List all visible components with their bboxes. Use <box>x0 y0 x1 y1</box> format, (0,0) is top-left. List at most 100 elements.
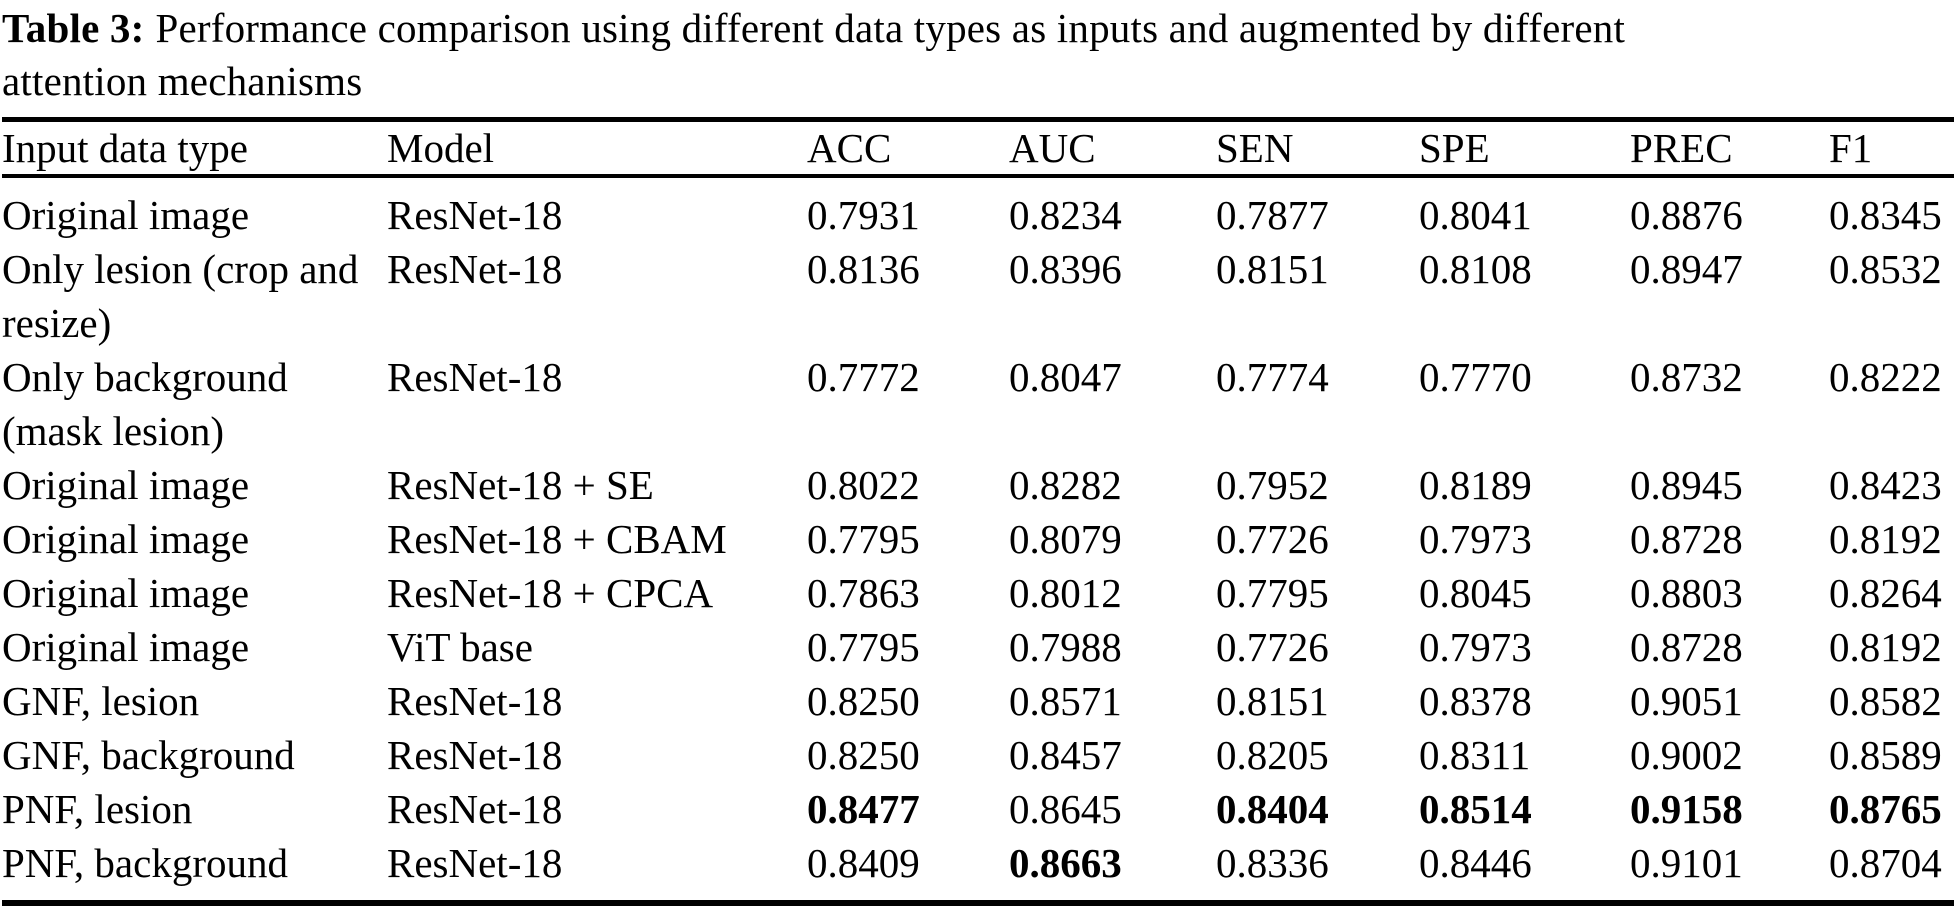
table-caption-text-line2: attention mechanisms <box>2 58 363 104</box>
cell-metric-acc: 0.7931 <box>807 192 920 238</box>
cell-model: ResNet-18 <box>387 678 563 724</box>
cell-metric-sen: 0.8404 <box>1216 786 1329 832</box>
cell-metric-f1: 0.8582 <box>1829 678 1942 724</box>
cell-metric-sen: 0.7795 <box>1216 570 1329 616</box>
cell-metric-auc: 0.8012 <box>1009 570 1122 616</box>
table-row: Only background (mask lesion) ResNet-18 0.… <box>2 350 1954 458</box>
cell-model: ResNet-18 + CBAM <box>387 516 727 562</box>
table-header-row: Input data type Model ACC AUC SEN SPE PREC F1 <box>2 119 1954 178</box>
column-header-auc: AUC <box>1009 119 1216 178</box>
table-row: Original image ViT base 0.7795 0.7988 0.7726… <box>2 620 1954 674</box>
cell-model: ResNet-18 <box>387 732 563 778</box>
cell-metric-prec: 0.8803 <box>1630 570 1743 616</box>
cell-metric-auc: 0.8457 <box>1009 732 1122 778</box>
cell-metric-prec: 0.8945 <box>1630 462 1743 508</box>
column-header-prec: PREC <box>1630 119 1829 178</box>
cell-metric-acc: 0.8250 <box>807 678 920 724</box>
cell-model: ViT base <box>387 624 533 670</box>
cell-metric-auc: 0.7988 <box>1009 624 1122 670</box>
cell-metric-f1: 0.8532 <box>1829 246 1942 292</box>
table-caption: Table 3: Performance comparison using dif… <box>2 2 1954 108</box>
cell-metric-spe: 0.8108 <box>1419 246 1532 292</box>
cell-metric-acc: 0.7795 <box>807 516 920 562</box>
cell-model: ResNet-18 + CPCA <box>387 570 714 616</box>
table-row: Original image ResNet-18 + CBAM 0.7795 0.80… <box>2 512 1954 566</box>
cell-model: ResNet-18 <box>387 246 563 292</box>
cell-metric-spe: 0.8514 <box>1419 786 1532 832</box>
cell-metric-acc: 0.8477 <box>807 786 920 832</box>
cell-metric-acc: 0.7772 <box>807 354 920 400</box>
table-row: GNF, background ResNet-18 0.8250 0.8457 0.82… <box>2 728 1954 782</box>
table-row: PNF, lesion ResNet-18 0.8477 0.8645 0.8404 0.… <box>2 782 1954 836</box>
cell-input-data-type: Original image <box>2 462 250 508</box>
cell-metric-spe: 0.8041 <box>1419 192 1532 238</box>
cell-model: ResNet-18 <box>387 786 563 832</box>
cell-metric-prec: 0.8876 <box>1630 192 1743 238</box>
cell-metric-prec: 0.8732 <box>1630 354 1743 400</box>
cell-metric-sen: 0.7726 <box>1216 516 1329 562</box>
table-row: PNF, background ResNet-18 0.8409 0.8663 0.83… <box>2 836 1954 903</box>
cell-metric-spe: 0.7973 <box>1419 516 1532 562</box>
cell-metric-f1: 0.8589 <box>1829 732 1942 778</box>
cell-metric-f1: 0.8423 <box>1829 462 1942 508</box>
cell-metric-spe: 0.8311 <box>1419 732 1531 778</box>
cell-metric-sen: 0.7952 <box>1216 462 1329 508</box>
cell-metric-prec: 0.9051 <box>1630 678 1743 724</box>
cell-metric-sen: 0.8151 <box>1216 246 1329 292</box>
cell-metric-f1: 0.8192 <box>1829 624 1942 670</box>
cell-metric-sen: 0.8336 <box>1216 840 1329 886</box>
table-row: GNF, lesion ResNet-18 0.8250 0.8571 0.8151 0.… <box>2 674 1954 728</box>
cell-metric-spe: 0.8378 <box>1419 678 1532 724</box>
table-row: Only lesion (crop and resize) ResNet-18 0.… <box>2 242 1954 350</box>
cell-model: ResNet-18 <box>387 840 563 886</box>
cell-metric-prec: 0.9158 <box>1630 786 1743 832</box>
cell-metric-sen: 0.7774 <box>1216 354 1329 400</box>
cell-metric-acc: 0.8022 <box>807 462 920 508</box>
cell-metric-f1: 0.8765 <box>1829 786 1942 832</box>
cell-input-data-type: PNF, lesion <box>2 786 193 832</box>
column-header-sen: SEN <box>1216 119 1419 178</box>
cell-input-data-type: Original image <box>2 192 250 238</box>
cell-metric-spe: 0.7770 <box>1419 354 1532 400</box>
cell-metric-spe: 0.8045 <box>1419 570 1532 616</box>
cell-model: ResNet-18 <box>387 192 563 238</box>
table-caption-text-line1: Performance comparison using different d… <box>155 5 1626 51</box>
cell-metric-spe: 0.7973 <box>1419 624 1532 670</box>
cell-metric-auc: 0.8047 <box>1009 354 1122 400</box>
cell-metric-f1: 0.8345 <box>1829 192 1942 238</box>
cell-metric-sen: 0.8151 <box>1216 678 1329 724</box>
cell-metric-auc: 0.8079 <box>1009 516 1122 562</box>
cell-metric-sen: 0.8205 <box>1216 732 1329 778</box>
cell-metric-sen: 0.7726 <box>1216 624 1329 670</box>
cell-metric-prec: 0.8947 <box>1630 246 1743 292</box>
cell-input-data-type: GNF, background <box>2 732 295 778</box>
cell-metric-auc: 0.8663 <box>1009 840 1122 886</box>
cell-metric-f1: 0.8192 <box>1829 516 1942 562</box>
table-row: Original image ResNet-18 + SE 0.8022 0.8282… <box>2 458 1954 512</box>
cell-model: ResNet-18 + SE <box>387 462 654 508</box>
cell-metric-f1: 0.8264 <box>1829 570 1942 616</box>
cell-metric-auc: 0.8645 <box>1009 786 1122 832</box>
cell-metric-auc: 0.8234 <box>1009 192 1122 238</box>
table-row: Original image ResNet-18 + CPCA 0.7863 0.80… <box>2 566 1954 620</box>
cell-input-data-type: Only lesion (crop and resize) <box>2 246 359 346</box>
performance-comparison-table: Input data type Model ACC AUC SEN SPE PREC F1 O… <box>2 117 1954 906</box>
column-header-f1: F1 <box>1829 119 1954 178</box>
cell-metric-acc: 0.7795 <box>807 624 920 670</box>
cell-metric-sen: 0.7877 <box>1216 192 1329 238</box>
cell-input-data-type: Original image <box>2 624 250 670</box>
cell-metric-prec: 0.8728 <box>1630 516 1743 562</box>
cell-metric-acc: 0.8409 <box>807 840 920 886</box>
cell-metric-prec: 0.9101 <box>1630 840 1743 886</box>
table-caption-label: Table 3: <box>2 5 145 51</box>
cell-metric-acc: 0.7863 <box>807 570 920 616</box>
table-row: Original image ResNet-18 0.7931 0.8234 0.787… <box>2 176 1954 242</box>
cell-input-data-type: PNF, background <box>2 840 288 886</box>
cell-metric-auc: 0.8571 <box>1009 678 1122 724</box>
cell-metric-prec: 0.9002 <box>1630 732 1743 778</box>
cell-metric-acc: 0.8250 <box>807 732 920 778</box>
cell-input-data-type: Original image <box>2 516 250 562</box>
cell-model: ResNet-18 <box>387 354 563 400</box>
cell-metric-spe: 0.8189 <box>1419 462 1532 508</box>
